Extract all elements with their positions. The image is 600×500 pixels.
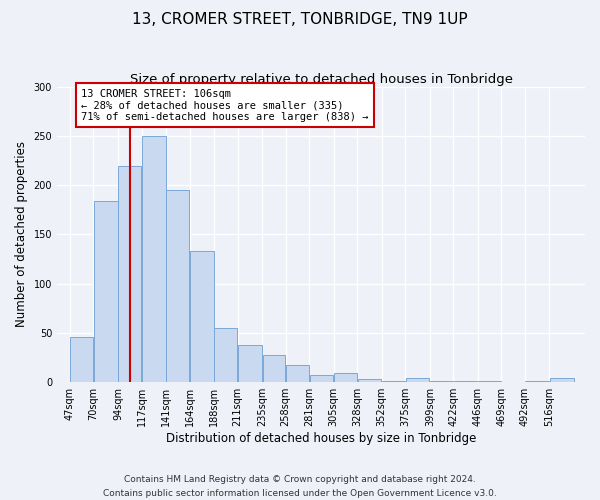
Bar bbox=[190, 251, 214, 382]
Title: Size of property relative to detached houses in Tonbridge: Size of property relative to detached ho… bbox=[130, 72, 512, 86]
Bar bbox=[454, 381, 478, 382]
Bar bbox=[550, 378, 574, 382]
Bar bbox=[70, 337, 93, 382]
Bar bbox=[358, 380, 382, 382]
Bar bbox=[525, 381, 549, 382]
Bar bbox=[142, 136, 166, 382]
Text: 13, CROMER STREET, TONBRIDGE, TN9 1UP: 13, CROMER STREET, TONBRIDGE, TN9 1UP bbox=[132, 12, 468, 28]
Bar bbox=[238, 345, 262, 382]
Bar bbox=[406, 378, 430, 382]
Bar bbox=[286, 366, 309, 382]
Bar bbox=[382, 381, 405, 382]
Bar bbox=[166, 190, 189, 382]
Bar bbox=[263, 354, 286, 382]
Y-axis label: Number of detached properties: Number of detached properties bbox=[15, 142, 28, 328]
Bar bbox=[118, 166, 141, 382]
Bar bbox=[430, 381, 453, 382]
Text: 13 CROMER STREET: 106sqm
← 28% of detached houses are smaller (335)
71% of semi-: 13 CROMER STREET: 106sqm ← 28% of detach… bbox=[81, 88, 369, 122]
Bar bbox=[478, 381, 501, 382]
Bar bbox=[334, 374, 357, 382]
Bar bbox=[214, 328, 237, 382]
Bar bbox=[94, 201, 118, 382]
Text: Contains HM Land Registry data © Crown copyright and database right 2024.
Contai: Contains HM Land Registry data © Crown c… bbox=[103, 476, 497, 498]
X-axis label: Distribution of detached houses by size in Tonbridge: Distribution of detached houses by size … bbox=[166, 432, 476, 445]
Bar bbox=[310, 376, 334, 382]
